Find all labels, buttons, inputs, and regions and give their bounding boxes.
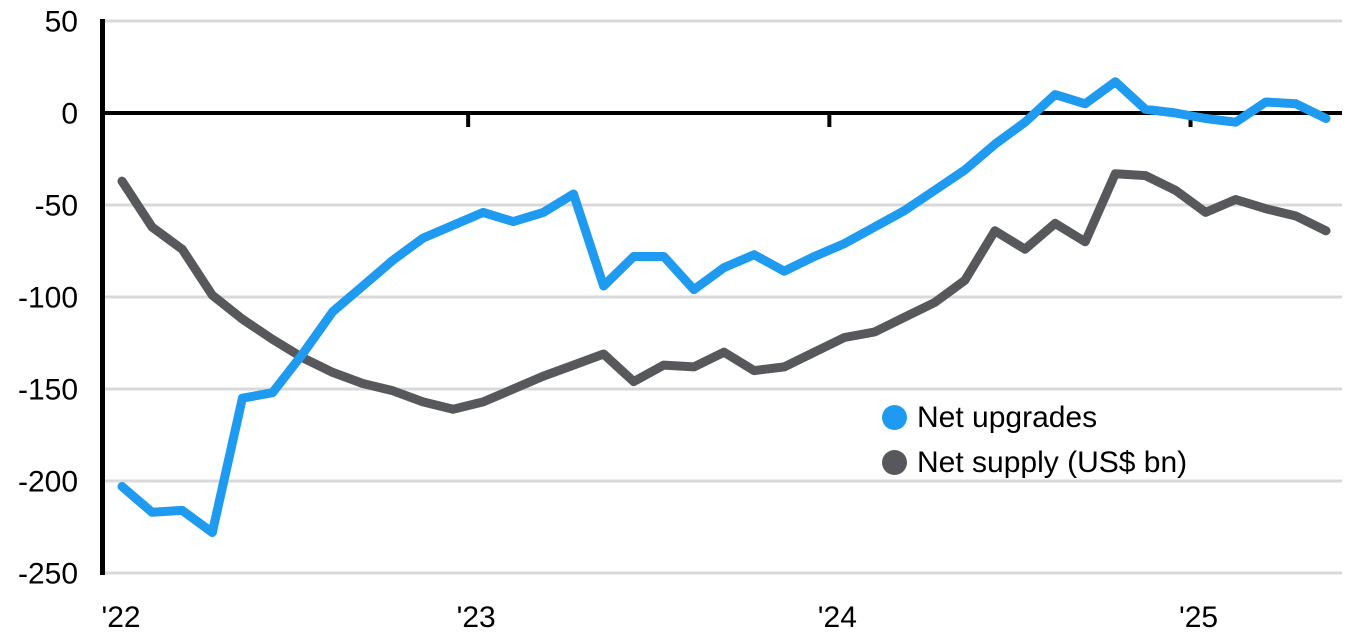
y-axis-label: -50 xyxy=(35,190,78,223)
legend-item-net-upgrades: Net upgrades xyxy=(882,395,1187,440)
y-axis-label: -200 xyxy=(18,466,78,499)
y-axis-labels: 50 0 -50 -100 -150 -200 -250 xyxy=(18,6,78,591)
x-axis-label: '23 xyxy=(457,601,496,633)
legend: Net upgrades Net supply (US$ bn) xyxy=(882,395,1187,485)
y-axis-label: -100 xyxy=(18,282,78,315)
x-axis-label: '25 xyxy=(1179,601,1218,633)
series-lines xyxy=(117,77,1331,537)
y-axis-label: 50 xyxy=(45,6,78,39)
gridlines xyxy=(100,19,1342,575)
y-axis-label: 0 xyxy=(61,98,78,131)
x-axis-label: '24 xyxy=(818,601,857,633)
x-axis-label: '22 xyxy=(102,601,141,633)
legend-label-net-supply: Net supply (US$ bn) xyxy=(917,445,1188,479)
series-line-net-supply-us-bn xyxy=(117,169,1331,414)
x-axis-labels: '22 '23 '24 '25 xyxy=(102,601,1219,633)
y-axis-label: -150 xyxy=(18,374,78,407)
y-axis-label: -250 xyxy=(18,558,78,591)
legend-item-net-supply: Net supply (US$ bn) xyxy=(882,440,1187,485)
net-upgrades-swatch-icon xyxy=(882,405,907,430)
legend-label-net-upgrades: Net upgrades xyxy=(917,400,1098,434)
net-supply-swatch-icon xyxy=(882,450,907,475)
series-line-net-upgrades xyxy=(117,77,1331,537)
